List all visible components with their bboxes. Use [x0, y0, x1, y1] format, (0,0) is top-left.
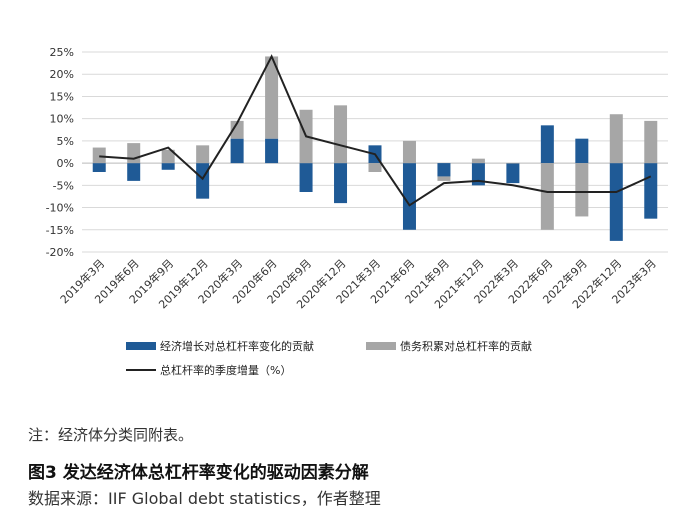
- bar-growth: [644, 163, 658, 219]
- legend-swatch: [366, 342, 396, 350]
- bar-growth: [334, 163, 348, 204]
- bar-growth: [161, 163, 175, 170]
- bar-growth: [540, 125, 554, 164]
- legend-label: 总杠杆率的季度增量（%）: [160, 363, 291, 377]
- total-line: [99, 54, 652, 207]
- bar-debt: [127, 143, 141, 164]
- line-series-total: [99, 54, 652, 207]
- bar-debt: [334, 105, 348, 164]
- bar-growth: [127, 163, 141, 181]
- chart-svg: -20% -15% -10% -5% 0% 5% 10% 15% 20% 25% 2019年3月2…: [46, 46, 668, 377]
- bar-debt: [540, 163, 554, 230]
- bar-debt: [644, 120, 658, 164]
- bar-growth: [471, 163, 485, 186]
- bar-growth: [609, 163, 623, 241]
- y-tick-label: 5%: [57, 135, 74, 148]
- legend-label: 债务积累对总杠杆率的贡献: [400, 339, 532, 353]
- y-tick-label: 15%: [50, 90, 74, 103]
- bar-debt: [471, 158, 485, 164]
- bar-growth: [299, 163, 313, 192]
- y-tick-label: -15%: [46, 224, 74, 237]
- legend-label: 经济增长对总杠杆率变化的贡献: [160, 339, 314, 353]
- y-tick-label: 0%: [57, 157, 74, 170]
- bar-growth: [265, 138, 279, 164]
- bar-debt: [506, 163, 520, 164]
- chart-area: -20% -15% -10% -5% 0% 5% 10% 15% 20% 25% 2019年3月 2…: [46, 46, 668, 377]
- bar-debt: [402, 140, 416, 164]
- bar-debt: [265, 56, 279, 139]
- bar-debt: [437, 176, 451, 181]
- bar-debt: [161, 149, 175, 164]
- bar-debt: [609, 114, 623, 164]
- bars: [92, 56, 658, 241]
- bar-growth: [402, 163, 416, 230]
- y-tick-label: 25%: [50, 46, 74, 59]
- y-axis: -20% -15% -10% -5% 0% 5% 10% 15% 20% 25%: [46, 46, 74, 259]
- bar-growth: [196, 163, 210, 199]
- bar-growth: [230, 138, 244, 164]
- bar-debt: [230, 120, 244, 139]
- y-tick-label: -5%: [53, 179, 74, 192]
- figure-caption: 图3 发达经济体总杠杆率变化的驱动因素分解: [28, 463, 369, 483]
- y-tick-label: 10%: [50, 113, 74, 126]
- legend-swatch: [126, 342, 156, 350]
- bar-debt: [368, 163, 382, 172]
- bar-debt: [92, 147, 106, 164]
- x-axis: 2019年3月2019年6月2019年9月2019年12月2020年3月2020…: [57, 256, 659, 311]
- chart-note: 注：经济体分类同附表。: [28, 426, 194, 444]
- bar-debt: [575, 163, 589, 217]
- bar-debt: [196, 145, 210, 164]
- data-source: 数据来源：IIF Global debt statistics，作者整理: [28, 489, 381, 508]
- bar-growth: [506, 163, 520, 184]
- y-tick-label: -10%: [46, 202, 74, 215]
- bar-growth: [575, 138, 589, 164]
- bar-growth: [437, 163, 451, 177]
- y-tick-label: -20%: [46, 246, 74, 259]
- bar-growth: [92, 163, 106, 172]
- y-tick-label: 20%: [50, 68, 74, 81]
